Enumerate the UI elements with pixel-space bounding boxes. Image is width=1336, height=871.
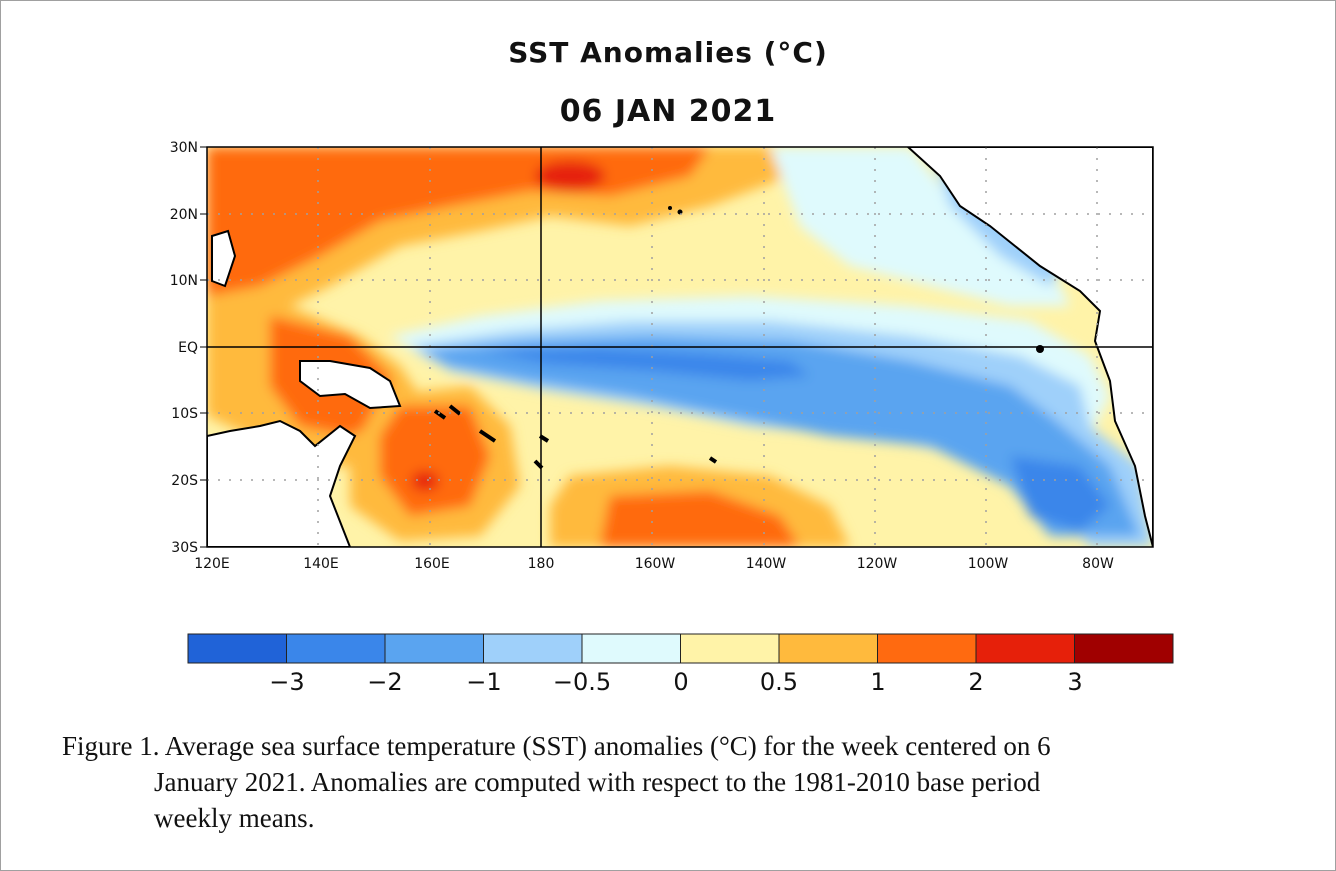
philippines-landmass — [211, 229, 237, 288]
colorbar-swatch-2 — [384, 633, 484, 664]
colorbar-swatch-6 — [778, 633, 878, 664]
lon-label-100w: 100W — [968, 556, 1009, 572]
lat-label-20s: 20S — [171, 473, 198, 489]
lon-label-160w: 160W — [635, 556, 676, 572]
colorbar-swatch-0 — [187, 633, 287, 664]
colorbar-tick-4: 0 — [673, 668, 688, 696]
map-title: SST Anomalies (°C) — [508, 36, 828, 69]
map-date: 06 JAN 2021 — [559, 94, 777, 129]
lat-label-20n: 20N — [170, 207, 198, 223]
australia-png-landmass — [207, 419, 357, 547]
new-guinea-landmass — [299, 360, 402, 410]
colorbar-swatch-4 — [581, 633, 681, 664]
longitude-axis: 120E 140E 160E 180 160W 140W 120W 100W 8… — [194, 556, 1114, 572]
sst-anomaly-map: 30N 20N 10N EQ 10S 20S 30S 120E 140E 160… — [170, 140, 1154, 572]
colorbar-tick-1: −2 — [367, 668, 402, 696]
caption-line-3: weekly means. — [154, 803, 315, 833]
colorbar-swatch-3 — [483, 633, 583, 664]
lon-label-140w: 140W — [746, 556, 787, 572]
lon-label-160e: 160E — [414, 556, 450, 572]
lon-label-80w: 80W — [1082, 556, 1114, 572]
lon-label-120w: 120W — [857, 556, 898, 572]
colorbar-tick-2: −1 — [466, 668, 501, 696]
colorbar-ticks: −3 −2 −1 −0.5 0 0.5 1 2 3 — [269, 668, 1082, 696]
colorbar-swatch-9 — [1074, 633, 1174, 664]
colorbar-tick-0: −3 — [269, 668, 304, 696]
americas-landmass — [906, 147, 1153, 547]
colorbar-swatch-1 — [286, 633, 386, 664]
colorbar-swatch-5 — [680, 633, 780, 664]
lon-label-180: 180 — [528, 556, 555, 572]
lat-label-eq: EQ — [178, 340, 198, 356]
figure-caption: Figure 1. Average sea surface temperatur… — [62, 728, 1262, 836]
caption-line-1: Figure 1. Average sea surface temperatur… — [62, 731, 1051, 761]
anomaly-field — [207, 147, 1153, 547]
lon-label-140e: 140E — [303, 556, 339, 572]
colorbar-tick-8: 3 — [1067, 668, 1082, 696]
colorbar-legend: −3 −2 −1 −0.5 0 0.5 1 2 3 — [187, 633, 1174, 696]
colorbar-tick-7: 2 — [968, 668, 983, 696]
caption-line-2: January 2021. Anomalies are computed wit… — [154, 767, 1041, 797]
colorbar-tick-3: −0.5 — [553, 668, 611, 696]
colorbar-swatch-8 — [975, 633, 1075, 664]
colorbar-tick-5: 0.5 — [760, 668, 798, 696]
lat-label-10s: 10S — [171, 406, 198, 422]
colorbar-swatches — [187, 633, 1174, 664]
lat-label-10n: 10N — [170, 273, 198, 289]
latitude-axis: 30N 20N 10N EQ 10S 20S 30S — [170, 140, 207, 556]
lat-label-30s: 30S — [171, 540, 198, 556]
colorbar-swatch-7 — [877, 633, 977, 664]
colorbar-tick-6: 1 — [870, 668, 885, 696]
lat-label-30n: 30N — [170, 140, 198, 156]
lon-label-120e: 120E — [194, 556, 230, 572]
